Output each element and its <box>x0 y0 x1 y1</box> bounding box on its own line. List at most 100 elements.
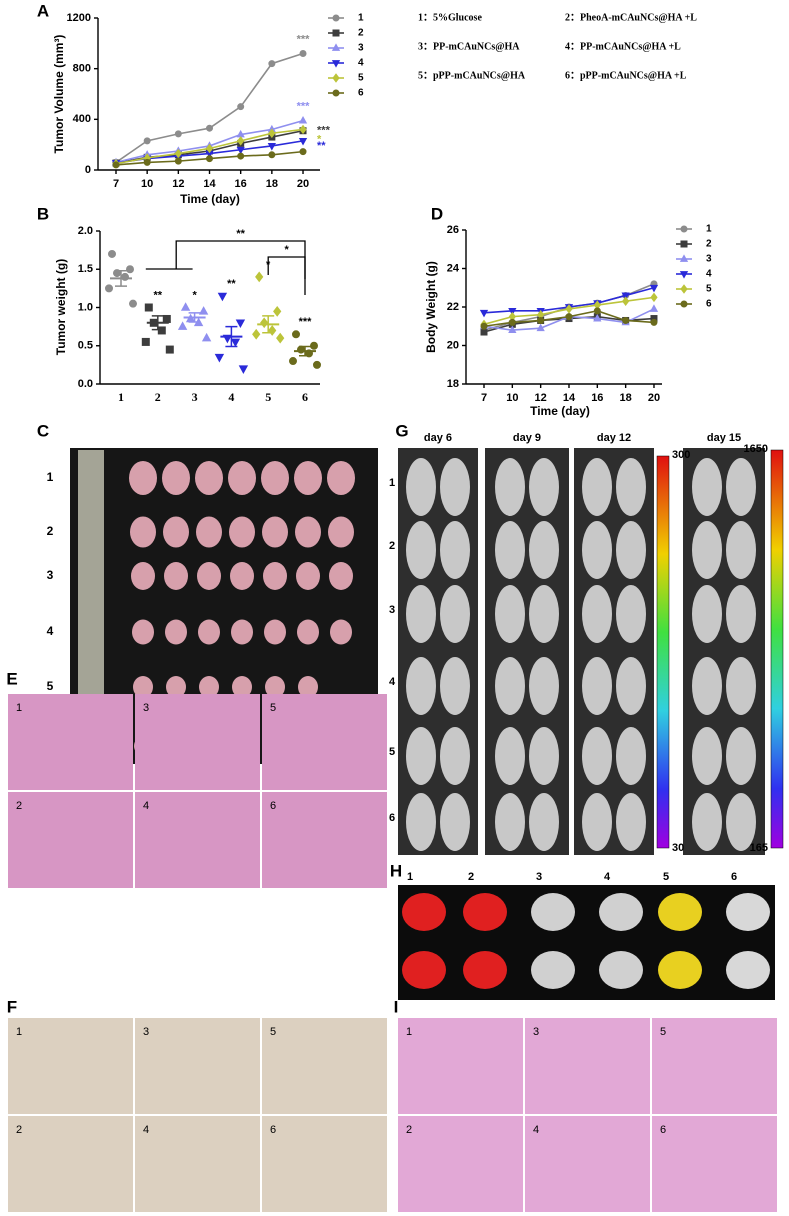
tumor <box>228 461 256 495</box>
data-point <box>289 357 297 366</box>
x-tick-label: 14 <box>203 178 216 190</box>
y-tick-label: 18 <box>447 378 459 390</box>
scale-min: 165 <box>750 842 768 854</box>
mouse <box>440 521 470 579</box>
row-label: 2 <box>47 524 54 538</box>
x-tick-label: 3 <box>192 390 198 404</box>
micrograph <box>525 1116 650 1212</box>
error-bar <box>262 315 275 334</box>
scale-max: 1650 <box>744 443 768 455</box>
y-axis-title: Tumor weight (g) <box>54 259 68 355</box>
mouse <box>495 727 525 785</box>
micrograph <box>262 1116 387 1212</box>
data-point <box>299 124 307 135</box>
panel-letter: H <box>390 861 402 880</box>
significance: *** <box>297 33 311 45</box>
mouse <box>582 727 612 785</box>
significance: ** <box>154 289 163 301</box>
data-point <box>480 322 488 330</box>
data-point <box>268 151 276 159</box>
data-point <box>622 296 630 306</box>
scale-max: 300 <box>672 449 690 461</box>
tile-label: 3 <box>533 1026 539 1038</box>
data-point <box>174 148 182 159</box>
data-point <box>268 325 277 336</box>
y-tick-label: 800 <box>73 63 91 75</box>
data-point <box>238 365 249 374</box>
scale-min: 30 <box>672 842 684 854</box>
data-point <box>237 152 245 160</box>
micrograph <box>8 694 133 790</box>
tumor <box>329 562 353 590</box>
mouse <box>582 793 612 851</box>
data-point <box>129 299 137 308</box>
tile-label: 2 <box>406 1124 412 1136</box>
mouse <box>616 793 646 851</box>
micrograph <box>135 1116 260 1212</box>
tile-label: 5 <box>660 1026 666 1038</box>
mouse <box>495 657 525 715</box>
y-tick-label: 0.0 <box>78 378 93 390</box>
data-point <box>157 326 166 335</box>
ivis-image <box>485 448 569 855</box>
y-tick-label: 1.0 <box>78 301 93 313</box>
legend-label: 3 <box>358 43 364 54</box>
data-point <box>649 304 659 312</box>
data-point <box>143 137 151 145</box>
significance: *** <box>297 101 311 113</box>
data-point <box>508 325 517 333</box>
y-axis-title: Body Weight (g) <box>424 261 438 353</box>
legend-marker <box>680 300 688 308</box>
data-point <box>565 304 573 314</box>
micrograph <box>8 792 133 888</box>
legend-label: 3 <box>706 254 712 265</box>
tumor <box>231 619 253 645</box>
significance: * <box>317 133 322 145</box>
micrograph <box>652 1018 777 1114</box>
legend-label: 2 <box>358 28 364 39</box>
color-scale <box>656 455 670 849</box>
error-bar <box>299 345 311 357</box>
x-tick-label: 18 <box>266 178 278 190</box>
data-point <box>299 49 307 57</box>
row-label: 1 <box>389 477 395 489</box>
tumor <box>330 619 352 645</box>
color-scale <box>770 449 784 849</box>
significance: *** <box>317 125 331 137</box>
legend-label: 1 <box>358 13 364 24</box>
significance: ** <box>227 278 236 290</box>
y-tick-label: 22 <box>447 301 459 313</box>
legend-marker <box>332 29 340 37</box>
x-tick-label: 6 <box>302 390 308 404</box>
mouse <box>529 585 559 643</box>
data-point <box>162 314 171 323</box>
data-point <box>108 249 116 258</box>
mouse <box>616 657 646 715</box>
panel-letter: G <box>395 421 408 440</box>
legend-marker <box>679 254 689 262</box>
tumor <box>295 516 321 548</box>
x-tick-label: 1 <box>118 390 124 404</box>
mouse <box>692 458 722 516</box>
tile-label: 6 <box>270 1124 276 1136</box>
micrograph <box>398 1018 523 1114</box>
mouse <box>726 657 756 715</box>
tumor <box>294 461 322 495</box>
mouse <box>406 793 436 851</box>
treatment-key: 2：PheoA-mCAuNCs@HA +L <box>565 12 697 23</box>
data-point <box>537 316 545 324</box>
x-tick-label: 16 <box>591 392 603 404</box>
column-label: day 9 <box>513 432 541 444</box>
legend-marker <box>331 43 341 51</box>
mouse <box>692 727 722 785</box>
tumor <box>265 676 285 698</box>
mouse <box>726 458 756 516</box>
mouse <box>582 521 612 579</box>
tumor <box>164 562 188 590</box>
image-backgrounds <box>70 448 784 1000</box>
error-bar <box>115 270 127 287</box>
legend-marker <box>332 73 340 83</box>
legend-marker <box>680 240 688 248</box>
legend-label: 6 <box>358 88 364 99</box>
tumor <box>133 676 153 698</box>
